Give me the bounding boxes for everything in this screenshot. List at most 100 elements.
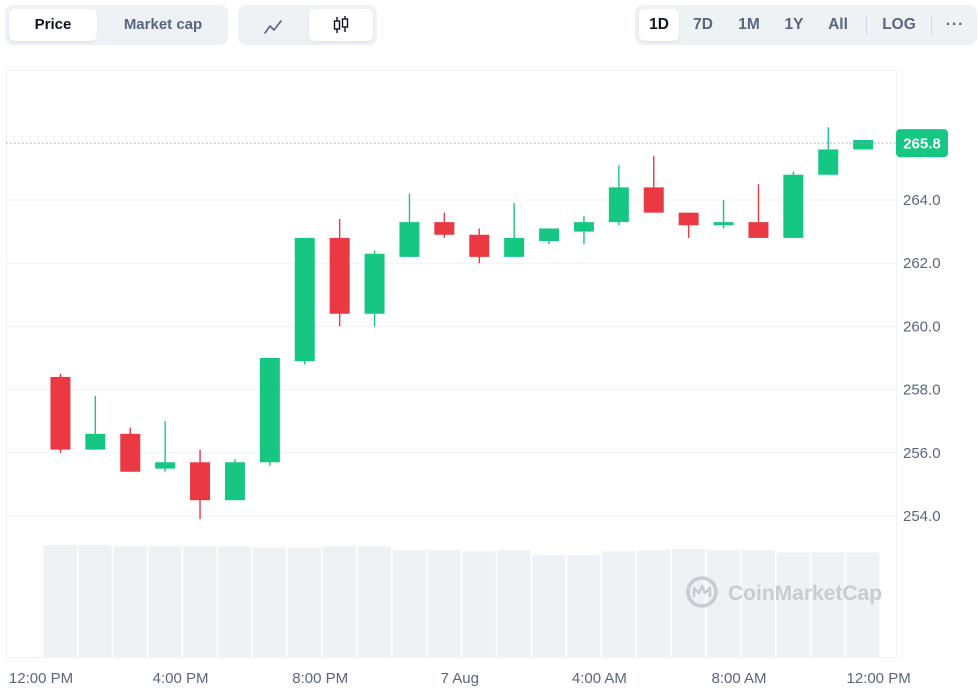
volume-bar: [636, 549, 671, 657]
watermark-text: CoinMarketCap: [728, 582, 882, 605]
candle-body: [294, 237, 315, 362]
volume-bar: [532, 554, 566, 657]
volume-bar: [183, 546, 217, 657]
candle-body: [818, 149, 839, 175]
watermark: CoinMarketCap: [686, 576, 882, 608]
timeframe-1d[interactable]: 1D: [639, 9, 679, 41]
volume-bar: [567, 554, 601, 657]
metric-toggle: Price Market cap: [5, 5, 228, 45]
candle-body: [364, 253, 385, 314]
candle-body: [399, 222, 420, 257]
candle: [713, 200, 734, 229]
candle-body: [190, 462, 211, 501]
candle-body: [853, 139, 874, 150]
chart-type-toggle: [238, 5, 377, 45]
candle: [329, 218, 350, 327]
candle-body: [120, 433, 141, 472]
y-tick-label: 254.0: [903, 508, 941, 525]
volume-bar: [811, 552, 845, 657]
candle-body: [469, 234, 490, 257]
volume-bar: [741, 549, 775, 657]
log-scale-button[interactable]: LOG: [882, 16, 916, 33]
candle: [155, 421, 176, 472]
candle-body: [50, 376, 71, 450]
candle: [853, 139, 874, 150]
toolbar-divider: [931, 15, 932, 35]
more-dots-icon[interactable]: ···: [945, 16, 965, 33]
line-chart-button[interactable]: [242, 9, 304, 41]
y-tick-label: 256.0: [903, 445, 941, 462]
candle-body: [608, 187, 629, 223]
candle: [539, 228, 560, 245]
volume-bar: [148, 546, 182, 657]
candle-body: [573, 222, 594, 232]
y-tick-label: 260.0: [903, 318, 941, 335]
price-tab[interactable]: Price: [9, 9, 97, 41]
candle-body: [259, 358, 280, 463]
x-tick-label: 12:00 PM: [846, 670, 910, 687]
market-cap-tab[interactable]: Market cap: [123, 16, 203, 33]
candle: [748, 184, 769, 238]
candle: [504, 203, 525, 257]
volume-bar: [671, 548, 706, 657]
volume-bar: [462, 551, 496, 657]
candle-body: [85, 433, 106, 450]
timeframe-1y[interactable]: 1Y: [784, 16, 804, 33]
candle: [783, 171, 804, 238]
line-chart-icon: [264, 16, 282, 34]
candle-body: [713, 222, 734, 226]
candle-body: [783, 174, 804, 238]
candle: [224, 459, 245, 501]
candle: [190, 449, 211, 520]
candle: [399, 193, 420, 257]
timeframe-7d[interactable]: 7D: [693, 16, 713, 33]
candle: [50, 373, 71, 453]
y-tick-label: 264.0: [903, 192, 941, 209]
toolbar-divider: [866, 15, 867, 35]
timeframe-all[interactable]: All: [828, 16, 848, 33]
x-tick-label: 12:00 PM: [9, 670, 73, 687]
y-tick-label: 262.0: [903, 255, 941, 272]
volume-bar: [113, 546, 147, 657]
candle: [469, 228, 490, 264]
volume-bar: [322, 546, 357, 657]
candle-body: [329, 237, 350, 314]
candle: [573, 215, 594, 245]
candle-body: [504, 237, 525, 257]
volume-bar: [776, 552, 810, 657]
x-tick-label: 8:00 AM: [711, 670, 766, 687]
candle: [678, 212, 699, 238]
candle-body: [224, 462, 245, 501]
volume-bar: [392, 549, 426, 657]
x-tick-label: 4:00 PM: [153, 670, 209, 687]
candle-body: [748, 222, 769, 238]
candle-body: [643, 187, 664, 213]
volume-bar: [357, 546, 391, 657]
timeframe-toggle: 1D 7D 1M 1Y All LOG ···: [635, 5, 977, 45]
x-tick-label: 8:00 PM: [292, 670, 348, 687]
coinmarketcap-logo-icon: [686, 576, 718, 608]
candle: [608, 165, 629, 226]
volume-bar: [43, 545, 77, 657]
candlestick-icon: [332, 15, 350, 35]
volume-bar: [78, 545, 112, 657]
volume-bar: [846, 552, 880, 657]
candle: [85, 395, 106, 450]
candle: [364, 250, 385, 327]
candle: [434, 212, 455, 238]
candle-body: [678, 212, 699, 226]
volume-bar: [252, 547, 287, 657]
timeframe-1m[interactable]: 1M: [738, 16, 760, 33]
candle-body: [434, 222, 455, 235]
candle: [259, 358, 280, 466]
candle: [818, 127, 839, 175]
volume-bar: [497, 549, 531, 657]
current-price-tag: [896, 129, 948, 158]
volume-bar: [427, 549, 461, 657]
x-tick-label: 7 Aug: [441, 670, 479, 687]
candle: [294, 237, 315, 365]
volume-bar: [601, 551, 636, 657]
candlestick-button[interactable]: [309, 9, 373, 41]
candle: [643, 155, 664, 213]
